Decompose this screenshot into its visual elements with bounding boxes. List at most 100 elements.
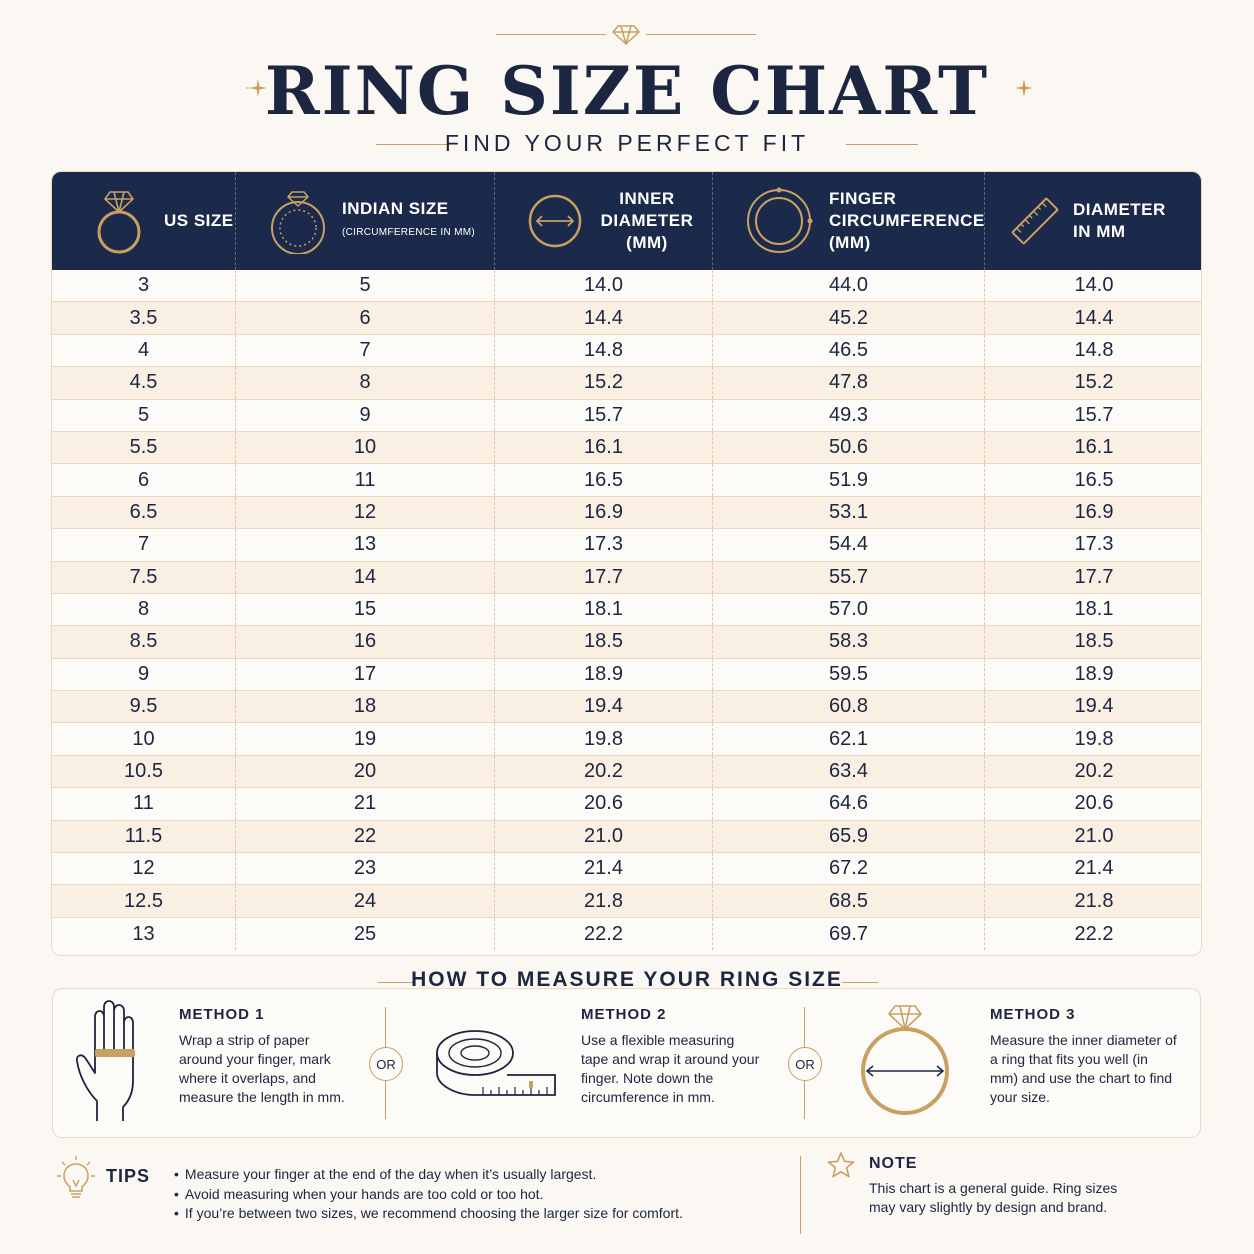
- ring-size-table: US SIZE INDIAN SIZE (CIRCUMFERENCE IN MM…: [51, 171, 1202, 956]
- table-cell: 18.9: [1074, 662, 1114, 685]
- how-divider-right: [842, 982, 878, 983]
- table-cell: 16: [236, 626, 495, 658]
- table-cell: 19.8: [1074, 727, 1114, 750]
- table-cell: 20.2: [1074, 760, 1114, 783]
- table-cell: 11.5: [52, 820, 236, 853]
- note-title: NOTE: [869, 1155, 918, 1172]
- column-header-indian-size: INDIAN SIZE (CIRCUMFERENCE IN MM): [236, 172, 495, 270]
- table-cell: 6.5: [52, 496, 236, 529]
- method-2-title: METHOD 2: [581, 1006, 667, 1023]
- table-body: 3 5 14.0 44.0 14.0 3.5 6 14.4 45.2 14.4 4 7 14.8 46.5…: [52, 270, 1201, 951]
- table-cell: 15.7: [1074, 403, 1114, 426]
- table-cell: 12: [236, 496, 495, 529]
- table-cell: 8.5: [52, 626, 236, 658]
- table-cell: 69.7: [713, 917, 985, 951]
- subtitle-divider-right: [846, 144, 918, 145]
- lightbulb-icon: [57, 1156, 95, 1198]
- table-row: 10.5 20 20.2 63.4 20.2: [52, 755, 1201, 789]
- header-divider-right: [646, 34, 756, 35]
- circumference-ring-icon: [747, 187, 813, 253]
- table-cell: 5.5: [52, 431, 236, 464]
- table-cell: 9: [236, 399, 495, 431]
- table-cell: 7: [52, 529, 236, 561]
- table-cell: 12: [52, 853, 236, 885]
- tip-item: Avoid measuring when your hands are too …: [174, 1185, 683, 1205]
- table-cell: 57.0: [713, 593, 985, 626]
- or-badge-2: OR: [788, 1047, 822, 1081]
- table-cell: 62.1: [713, 723, 985, 755]
- table-cell: 14.4: [1074, 306, 1114, 329]
- table-cell: 14.4: [495, 302, 713, 334]
- table-cell: 12.5: [52, 885, 236, 917]
- table-cell: 18.5: [495, 626, 713, 658]
- table-cell: 44.0: [713, 270, 985, 302]
- table-cell: 63.4: [713, 755, 985, 788]
- table-cell: 54.4: [713, 529, 985, 561]
- table-cell: 68.5: [713, 885, 985, 917]
- table-row: 5 9 15.7 49.3 15.7: [52, 399, 1201, 432]
- table-row: 3.5 6 14.4 45.2 14.4: [52, 302, 1201, 335]
- table-cell: 6: [236, 302, 495, 334]
- table-cell: 3.5: [52, 302, 236, 334]
- table-row: 6.5 12 16.9 53.1 16.9: [52, 496, 1201, 530]
- tips-list: Measure your finger at the end of the da…: [174, 1165, 683, 1224]
- table-cell: 23: [236, 853, 495, 885]
- table-cell: 7: [236, 334, 495, 367]
- tip-item: If you’re between two sizes, we recommen…: [174, 1204, 683, 1224]
- method-1-text: Wrap a strip of paper around your finger…: [179, 1032, 345, 1105]
- methods-panel: METHOD 1 Wrap a strip of paper around yo…: [52, 988, 1201, 1138]
- table-row: 11 21 20.6 64.6 20.6: [52, 788, 1201, 821]
- column-sublabel: (CIRCUMFERENCE IN MM): [342, 227, 475, 238]
- table-cell: 49.3: [713, 399, 985, 431]
- column-header-diameter: DIAMETER IN MM: [985, 172, 1201, 270]
- column-label: INNER DIAMETER (MM): [600, 189, 694, 252]
- page-subtitle: FIND YOUR PERFECT FIT: [444, 130, 810, 156]
- table-cell: 21.4: [495, 853, 713, 885]
- table-row: 7.5 14 17.7 55.7 17.7: [52, 561, 1201, 594]
- table-cell: 53.1: [713, 496, 985, 529]
- note-divider: [800, 1156, 801, 1234]
- diameter-arrow-icon: [528, 194, 582, 248]
- sparkle-icon-left: [246, 79, 267, 97]
- table-cell: 18.9: [495, 658, 713, 691]
- method-1-title: METHOD 1: [179, 1006, 265, 1023]
- table-cell: 22.2: [495, 917, 713, 951]
- table-row: 8.5 16 18.5 58.3 18.5: [52, 626, 1201, 659]
- column-header-us-size: US SIZE: [52, 172, 236, 270]
- table-row: 8 15 18.1 57.0 18.1: [52, 593, 1201, 627]
- table-cell: 13: [236, 529, 495, 561]
- table-cell: 67.2: [713, 853, 985, 885]
- table-cell: 15.7: [495, 399, 713, 431]
- method-3-title: METHOD 3: [990, 1006, 1076, 1023]
- table-cell: 14.0: [1074, 274, 1114, 297]
- or-badge-1: OR: [369, 1047, 403, 1081]
- table-cell: 20.6: [1074, 792, 1114, 815]
- table-cell: 59.5: [713, 658, 985, 691]
- method-2-text: Use a flexible measuring tape and wrap i…: [581, 1032, 760, 1105]
- table-cell: 21.8: [1074, 889, 1114, 912]
- column-label: FINGER CIRCUMFERENCE (MM): [829, 189, 985, 252]
- table-cell: 16.9: [495, 496, 713, 529]
- table-cell: 16.1: [495, 431, 713, 464]
- table-cell: 45.2: [713, 302, 985, 334]
- table-cell: 14.8: [1074, 338, 1114, 361]
- table-cell: 18.1: [1074, 598, 1114, 621]
- measuring-tape-icon: [436, 1030, 556, 1096]
- table-cell: 7.5: [52, 561, 236, 593]
- table-cell: 24: [236, 885, 495, 917]
- table-cell: 8: [236, 367, 495, 399]
- table-cell: 11: [236, 464, 495, 496]
- table-cell: 22.2: [1074, 922, 1114, 945]
- how-divider-left: [378, 982, 414, 983]
- table-row: 6 11 16.5 51.9 16.5: [52, 464, 1201, 497]
- table-row: 7 13 17.3 54.4 17.3: [52, 529, 1201, 562]
- table-row: 9.5 18 19.4 60.8 19.4: [52, 691, 1201, 724]
- table-row: 12 23 21.4 67.2 21.4: [52, 853, 1201, 886]
- table-cell: 9: [52, 658, 236, 691]
- ruler-icon: [1011, 197, 1059, 245]
- ring-diameter-icon: [861, 1005, 949, 1115]
- table-cell: 9.5: [52, 691, 236, 723]
- table-cell: 58.3: [713, 626, 985, 658]
- table-cell: 19: [236, 723, 495, 755]
- table-row: 12.5 24 21.8 68.5 21.8: [52, 885, 1201, 918]
